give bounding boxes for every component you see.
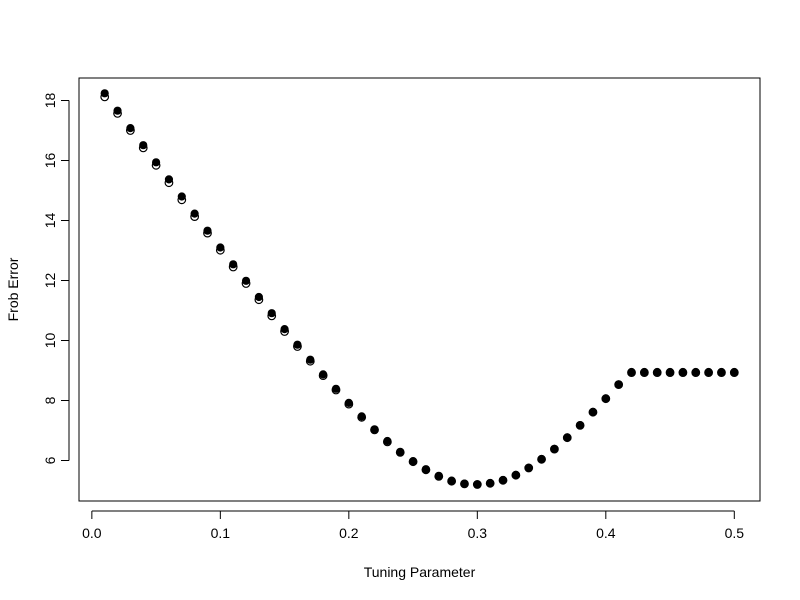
- filled-point: [164, 175, 174, 184]
- data-points: [100, 89, 739, 489]
- filled-point: [447, 476, 456, 485]
- filled-point: [344, 398, 353, 407]
- filled-point: [126, 124, 135, 133]
- y-tick-label: 12: [42, 273, 58, 289]
- filled-point: [293, 340, 302, 349]
- filled-point: [665, 367, 675, 377]
- plot-frame: [78, 77, 761, 502]
- filled-point: [177, 192, 186, 201]
- filled-point: [524, 463, 533, 472]
- filled-point: [100, 89, 109, 98]
- x-tick-label: 0.1: [211, 525, 231, 541]
- filled-point: [537, 454, 546, 464]
- filled-point: [473, 480, 482, 489]
- y-axis: 6 8 10 12 14 16 18: [42, 93, 70, 464]
- filled-point: [383, 436, 392, 446]
- filled-point: [396, 447, 405, 456]
- filled-point: [691, 367, 700, 377]
- filled-point: [640, 367, 649, 377]
- filled-point: [704, 367, 713, 377]
- filled-point: [653, 367, 662, 377]
- filled-point: [216, 243, 225, 252]
- filled-point: [486, 478, 495, 488]
- filled-point: [498, 475, 508, 485]
- x-tick-label: 0.4: [596, 525, 616, 541]
- filled-point: [254, 292, 263, 302]
- filled-point: [280, 325, 289, 334]
- filled-point: [614, 380, 623, 389]
- x-axis-title: Tuning Parameter: [364, 564, 476, 580]
- filled-point: [267, 309, 276, 318]
- filled-point: [408, 457, 418, 466]
- filled-point: [241, 276, 251, 285]
- y-tick-label: 14: [42, 213, 58, 229]
- filled-point: [113, 106, 122, 115]
- filled-point: [421, 465, 431, 474]
- x-tick-label: 0.2: [339, 525, 359, 541]
- filled-point: [627, 367, 636, 377]
- filled-point: [370, 425, 379, 434]
- filled-point: [550, 444, 559, 453]
- y-tick-label: 8: [42, 396, 58, 404]
- filled-point: [139, 141, 148, 150]
- y-tick-label: 6: [42, 456, 58, 464]
- filled-point: [151, 158, 161, 167]
- y-tick-label: 10: [42, 333, 58, 349]
- x-tick-label: 0.5: [725, 525, 745, 541]
- x-axis: 0.0 0.1 0.2 0.3 0.4 0.5: [82, 510, 745, 541]
- filled-point: [511, 470, 520, 479]
- y-tick-label: 16: [42, 153, 58, 169]
- series-filled-circle: [100, 89, 739, 489]
- filled-point: [229, 260, 238, 269]
- filled-point: [678, 367, 688, 377]
- y-axis-title: Frob Error: [5, 257, 21, 321]
- filled-point: [730, 367, 739, 377]
- filled-point: [190, 209, 199, 218]
- filled-point: [434, 471, 443, 480]
- filled-point: [717, 367, 726, 377]
- filled-point: [319, 370, 328, 379]
- filled-point: [203, 226, 212, 235]
- filled-point: [576, 421, 585, 430]
- filled-point: [588, 407, 598, 416]
- x-tick-label: 0.0: [82, 525, 102, 541]
- y-tick-label: 18: [42, 93, 58, 109]
- filled-point: [357, 412, 366, 421]
- x-tick-label: 0.3: [468, 525, 488, 541]
- filled-point: [563, 433, 572, 442]
- filled-point: [601, 394, 610, 403]
- filled-point: [306, 355, 315, 364]
- filled-point: [460, 479, 469, 488]
- filled-point: [331, 384, 341, 393]
